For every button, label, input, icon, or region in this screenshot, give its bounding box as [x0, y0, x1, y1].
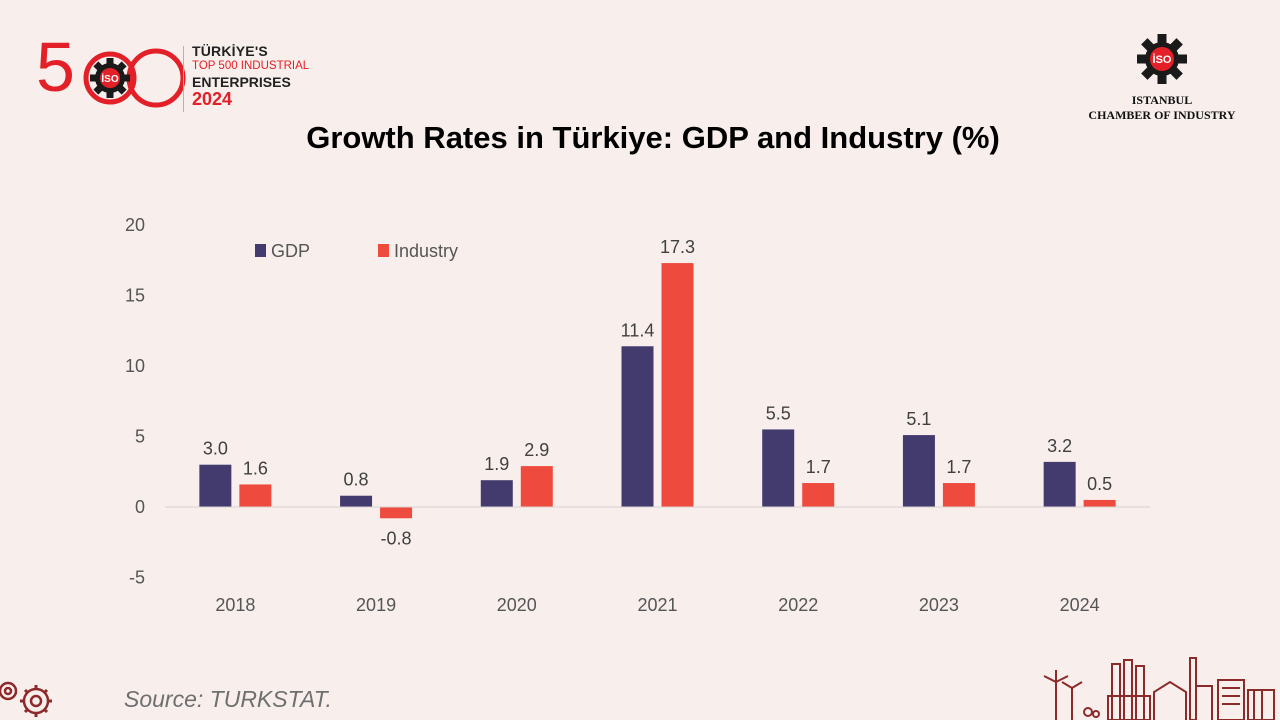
x-tick-label-2019: 2019: [356, 595, 396, 615]
industry-bar-2022: [802, 483, 835, 507]
iso-name-line2: CHAMBER OF INDUSTRY: [1088, 107, 1236, 122]
gears-icon: [0, 681, 52, 717]
gdp-bar-2022: [762, 429, 795, 507]
y-tick-label: 5: [135, 427, 145, 447]
gdp-value-label-2019: 0.8: [344, 470, 369, 490]
industry-value-label-2019: -0.8: [381, 528, 412, 548]
logo-digit-5: 5: [36, 28, 75, 106]
x-tick-label-2024: 2024: [1060, 595, 1100, 615]
gdp-bar-2018: [199, 464, 232, 507]
source-note: Source: TURKSTAT.: [124, 686, 332, 712]
iso-organization-name: ISTANBUL CHAMBER OF INDUSTRY: [1060, 93, 1264, 122]
svg-text:İSO: İSO: [1153, 53, 1172, 66]
gdp-value-label-2018: 3.0: [203, 439, 228, 459]
industry-bar-2019: [380, 507, 413, 519]
brand-divider: [183, 46, 184, 112]
gdp-bar-2024: [1043, 461, 1076, 507]
top500-logo: 5 İSO: [36, 32, 186, 114]
iso-name-line1: ISTANBUL: [1131, 93, 1193, 107]
svg-text:İSO: İSO: [101, 72, 118, 85]
y-tick-label: 0: [135, 497, 145, 517]
y-tick-label: 10: [125, 356, 145, 376]
x-axis: 2018 2019 2020 2021 2022 2023 2024: [165, 506, 1150, 615]
industry-bar-2021: [661, 263, 694, 507]
bars: 3.0 1.6 0.8 -0.8 1.9 2.9 11.4 17.3 5.5 1.7 5.1 1.7 3…: [199, 237, 1116, 548]
gdp-value-label-2024: 3.2: [1047, 436, 1072, 456]
industry-bar-2023: [942, 483, 975, 507]
industry-value-label-2020: 2.9: [524, 440, 549, 460]
y-tick-label: -5: [129, 568, 145, 588]
industry-value-label-2024: 0.5: [1087, 474, 1112, 494]
x-tick-label-2018: 2018: [215, 595, 255, 615]
brand-line-year: 2024: [192, 88, 233, 109]
gdp-bar-2023: [902, 435, 935, 507]
gdp-bar-2020: [480, 480, 513, 507]
industry-value-label-2022: 1.7: [806, 457, 831, 477]
y-tick-label: 20: [125, 215, 145, 235]
brand-line-enterprises: ENTERPRISES: [192, 73, 291, 90]
gdp-value-label-2021: 11.4: [621, 320, 655, 340]
logo-rings: İSO: [83, 48, 186, 108]
x-tick-label-2023: 2023: [919, 595, 959, 615]
gdp-bar-2021: [621, 346, 654, 507]
gdp-legend-label: GDP: [271, 241, 310, 261]
brand-line-top500: TOP 500 INDUSTRIAL: [192, 60, 310, 72]
gdp-value-label-2020: 1.9: [484, 454, 509, 474]
brand-text: TÜRKİYE'S TOP 500 INDUSTRIAL ENTERPRISES…: [192, 44, 309, 108]
industry-value-label-2018: 1.6: [243, 458, 268, 478]
gdp-value-label-2022: 5.5: [766, 403, 791, 423]
industry-bar-2024: [1083, 499, 1116, 507]
factory-skyline-icon: [1043, 657, 1275, 720]
chart-title: Growth Rates in Türkiye: GDP and Industr…: [306, 120, 1000, 155]
industry-bar-2020: [520, 466, 553, 507]
gdp-value-label-2023: 5.1: [906, 409, 931, 429]
industry-legend-swatch: [378, 244, 389, 257]
y-axis: -5 0 5 10 15 20: [125, 215, 145, 588]
y-tick-label: 15: [125, 286, 145, 306]
industry-value-label-2023: 1.7: [946, 457, 971, 477]
industry-legend-label: Industry: [394, 241, 458, 261]
x-tick-label-2020: 2020: [497, 595, 537, 615]
legend: GDP Industry: [255, 241, 458, 261]
industry-bar-2018: [239, 484, 272, 507]
gdp-legend-swatch: [255, 244, 266, 257]
x-tick-label-2022: 2022: [778, 595, 818, 615]
brand-line-turkiyes: TÜRKİYE'S: [192, 43, 268, 59]
iso-gear-icon: İSO: [1137, 34, 1187, 84]
industry-value-label-2021: 17.3: [660, 237, 695, 257]
x-tick-label-2021: 2021: [637, 595, 677, 615]
gdp-bar-2019: [340, 495, 373, 507]
